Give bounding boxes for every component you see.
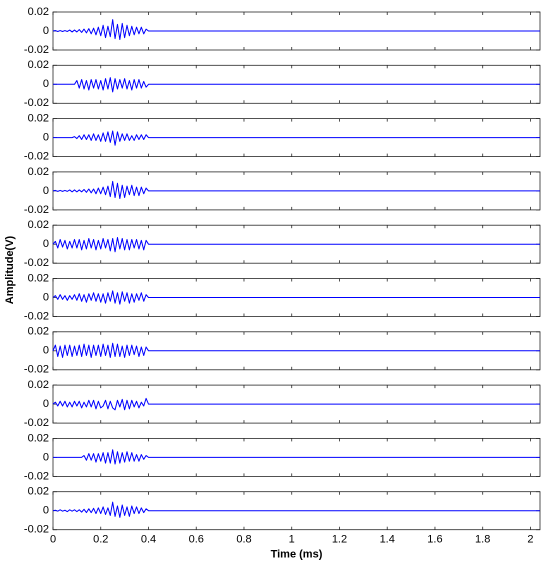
y-tick-label: 0 xyxy=(43,185,49,197)
y-tick-label: -0.02 xyxy=(24,417,49,429)
y-tick-label: 0 xyxy=(43,505,49,517)
waveform xyxy=(52,397,540,411)
x-tick-label: 0.2 xyxy=(93,534,108,546)
waveform xyxy=(53,449,540,465)
waveform xyxy=(52,237,540,253)
y-tick-label: 0.02 xyxy=(28,432,49,444)
y-tick-label: -0.02 xyxy=(24,204,49,216)
x-tick-label: 0 xyxy=(50,534,56,546)
y-tick-label: -0.02 xyxy=(24,524,49,536)
y-tick-label: 0.02 xyxy=(28,486,49,498)
x-tick-label: 1.4 xyxy=(380,534,395,546)
x-tick-label: 0.6 xyxy=(189,534,204,546)
y-tick-label: -0.02 xyxy=(24,97,49,109)
y-tick-label: 0.02 xyxy=(28,219,49,231)
x-tick-label: 2 xyxy=(527,534,533,546)
y-tick-label: 0 xyxy=(43,291,49,303)
x-tick-label: 1.2 xyxy=(332,534,347,546)
waveform xyxy=(52,501,540,518)
y-tick-label: 0.02 xyxy=(28,379,49,391)
y-axis-label: Amplitude(V) xyxy=(4,235,16,304)
y-tick-label: 0 xyxy=(43,345,49,357)
waveform xyxy=(53,77,540,93)
x-axis-label: Time (ms) xyxy=(271,549,323,561)
y-tick-label: 0.02 xyxy=(28,272,49,284)
y-tick-label: -0.02 xyxy=(24,257,49,269)
y-tick-label: -0.02 xyxy=(24,470,49,482)
waveform xyxy=(52,180,540,199)
waveform xyxy=(52,290,540,305)
x-tick-label: 1.8 xyxy=(475,534,490,546)
waveform xyxy=(53,130,540,146)
y-tick-label: 0.02 xyxy=(28,6,49,18)
y-tick-label: -0.02 xyxy=(24,364,49,376)
y-tick-label: -0.02 xyxy=(24,151,49,163)
x-tick-label: 1.6 xyxy=(427,534,442,546)
y-tick-label: 0 xyxy=(43,132,49,144)
x-tick-label: 0.4 xyxy=(141,534,156,546)
y-tick-label: 0 xyxy=(43,25,49,37)
y-tick-label: 0 xyxy=(43,451,49,463)
y-tick-label: 0.02 xyxy=(28,113,49,125)
y-tick-label: 0.02 xyxy=(28,166,49,178)
y-tick-label: -0.02 xyxy=(24,310,49,322)
y-tick-label: 0 xyxy=(43,78,49,90)
x-tick-label: 0.8 xyxy=(236,534,251,546)
waveform xyxy=(52,19,540,41)
x-tick-label: 1 xyxy=(289,534,295,546)
waveform xyxy=(52,342,540,358)
y-tick-label: -0.02 xyxy=(24,44,49,56)
y-tick-label: 0.02 xyxy=(28,326,49,338)
y-tick-label: 0 xyxy=(43,398,49,410)
y-tick-label: 0.02 xyxy=(28,59,49,71)
y-tick-label: 0 xyxy=(43,238,49,250)
